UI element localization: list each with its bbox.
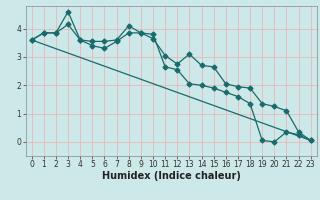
X-axis label: Humidex (Indice chaleur): Humidex (Indice chaleur) [102, 171, 241, 181]
